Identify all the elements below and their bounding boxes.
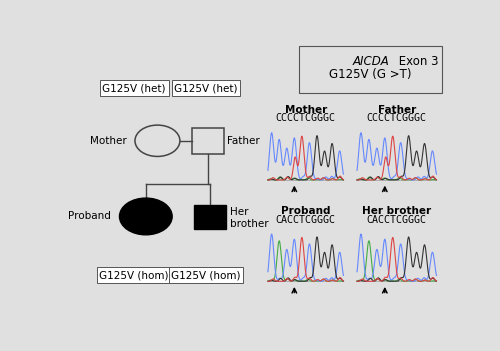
Text: CCCCTCGGGC: CCCCTCGGGC <box>276 113 336 123</box>
Text: Her brother: Her brother <box>362 206 432 216</box>
Text: Father: Father <box>227 136 260 146</box>
Text: AICDA: AICDA <box>352 55 389 68</box>
Text: Exon 3: Exon 3 <box>394 55 438 68</box>
Text: G125V (G >T): G125V (G >T) <box>330 68 412 81</box>
Bar <box>194 205 226 229</box>
Text: Father: Father <box>378 105 416 114</box>
Text: Mother: Mother <box>90 136 126 146</box>
Bar <box>192 128 224 154</box>
Text: Proband: Proband <box>68 211 111 221</box>
Text: G125V (het): G125V (het) <box>174 83 238 93</box>
Text: CCCCTCGGGC: CCCCTCGGGC <box>366 113 426 123</box>
Text: G125V (het): G125V (het) <box>102 83 166 93</box>
Circle shape <box>120 198 172 235</box>
Text: Mother: Mother <box>284 105 327 114</box>
Text: Proband: Proband <box>281 206 330 216</box>
Text: G125V (hom): G125V (hom) <box>100 270 169 280</box>
Text: G125V (hom): G125V (hom) <box>171 270 240 280</box>
Text: CACCTCGGGC: CACCTCGGGC <box>366 214 426 225</box>
Text: Her
brother: Her brother <box>230 207 268 229</box>
Text: CACCTCGGGC: CACCTCGGGC <box>276 214 336 225</box>
